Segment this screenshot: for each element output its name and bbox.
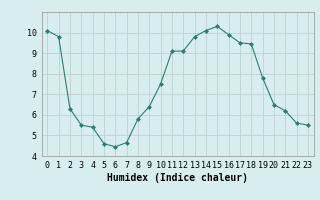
X-axis label: Humidex (Indice chaleur): Humidex (Indice chaleur) bbox=[107, 173, 248, 183]
